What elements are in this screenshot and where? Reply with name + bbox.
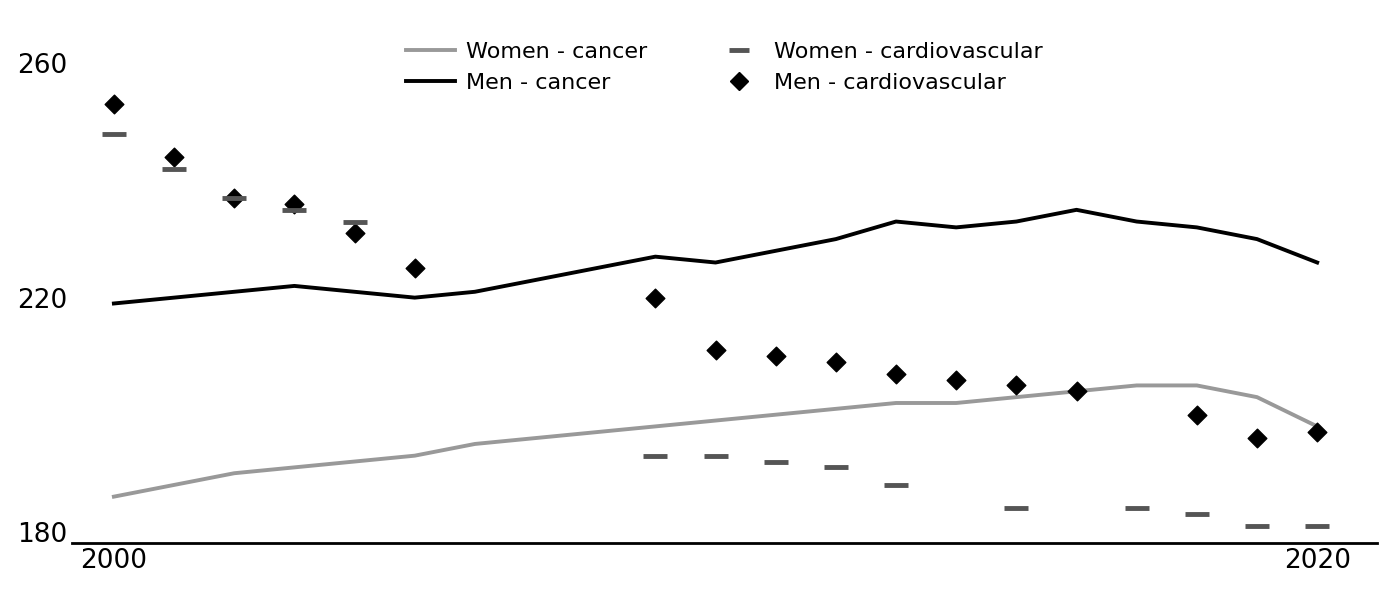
Point (885, 369, 907, 378)
Point (945, 375, 967, 384)
Point (1246, 433, 1269, 443)
Point (1065, 387, 1087, 396)
Point (764, 352, 786, 361)
Point (403, 264, 425, 273)
Point (343, 229, 365, 238)
Point (1125, 504, 1147, 513)
Point (1306, 521, 1328, 531)
Point (1005, 381, 1027, 390)
Point (283, 205, 305, 215)
Legend: Women - cancer, Men - cancer, Women - cardiovascular, Men - cardiovascular: Women - cancer, Men - cancer, Women - ca… (397, 33, 1052, 102)
Point (223, 193, 245, 203)
Point (704, 346, 726, 355)
Point (1005, 504, 1027, 513)
Point (163, 152, 185, 162)
Point (223, 193, 245, 203)
Point (704, 451, 726, 460)
Point (885, 480, 907, 490)
Point (1306, 427, 1328, 437)
Point (644, 451, 666, 460)
Point (764, 457, 786, 466)
Point (103, 129, 125, 138)
Point (825, 358, 848, 367)
Point (343, 217, 365, 226)
Point (1246, 521, 1269, 531)
Point (825, 463, 848, 472)
Point (103, 100, 125, 109)
Point (163, 164, 185, 174)
Point (1186, 410, 1209, 420)
Point (644, 293, 666, 303)
Point (1186, 509, 1209, 519)
Point (283, 199, 305, 209)
